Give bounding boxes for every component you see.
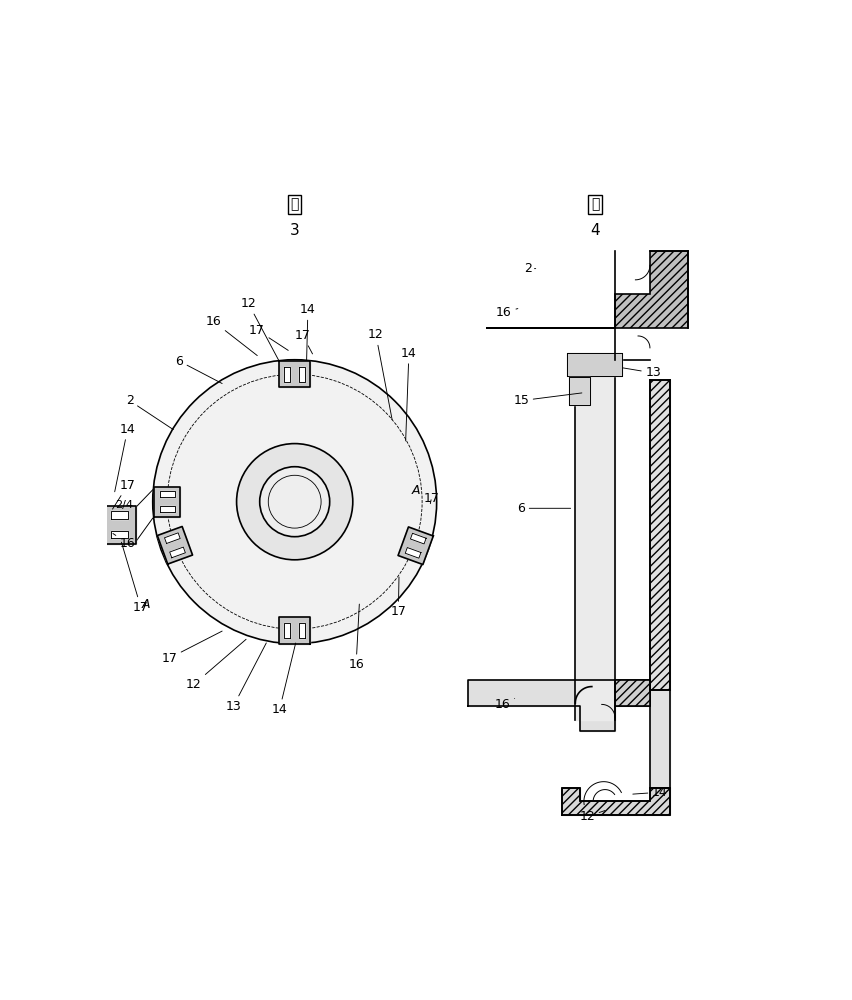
Polygon shape (111, 531, 129, 538)
Text: 6: 6 (176, 355, 222, 384)
Polygon shape (486, 251, 688, 328)
Polygon shape (562, 788, 670, 815)
Text: 16: 16 (113, 534, 135, 550)
Text: 15: 15 (513, 393, 582, 407)
Polygon shape (164, 533, 181, 543)
Text: 6: 6 (517, 502, 571, 515)
Text: 14: 14 (272, 643, 296, 716)
Text: 12: 12 (579, 810, 605, 823)
Polygon shape (562, 788, 670, 815)
Text: 17: 17 (295, 329, 313, 354)
Text: 14: 14 (633, 786, 668, 799)
Text: 14: 14 (300, 303, 316, 360)
Polygon shape (468, 680, 650, 731)
Polygon shape (615, 680, 650, 706)
Text: 17: 17 (112, 479, 135, 509)
Polygon shape (170, 547, 186, 558)
Text: 2/4: 2/4 (115, 500, 133, 510)
Text: 14: 14 (401, 347, 417, 441)
Polygon shape (299, 367, 305, 382)
Text: 17: 17 (249, 324, 288, 350)
Text: 12: 12 (186, 639, 246, 691)
Text: 17: 17 (122, 542, 149, 614)
Polygon shape (284, 623, 291, 638)
Polygon shape (111, 511, 129, 519)
Text: 17: 17 (390, 577, 406, 618)
Polygon shape (279, 361, 310, 387)
Text: 2: 2 (126, 394, 173, 430)
Text: 图: 图 (291, 198, 299, 212)
Polygon shape (284, 367, 291, 382)
Circle shape (153, 360, 437, 644)
Text: 13: 13 (226, 643, 267, 713)
Text: 16: 16 (348, 604, 364, 671)
Polygon shape (160, 491, 175, 497)
Text: 12: 12 (240, 297, 279, 362)
Text: 14: 14 (115, 423, 135, 492)
Polygon shape (567, 353, 622, 376)
Polygon shape (299, 623, 305, 638)
Polygon shape (569, 377, 590, 405)
Polygon shape (575, 360, 615, 720)
Polygon shape (398, 527, 434, 565)
Polygon shape (160, 506, 175, 512)
Polygon shape (650, 380, 670, 690)
Text: 16: 16 (495, 698, 515, 711)
Text: 16: 16 (496, 306, 518, 319)
Polygon shape (279, 617, 310, 644)
Polygon shape (650, 380, 670, 690)
Polygon shape (158, 526, 193, 564)
Circle shape (237, 444, 353, 560)
Text: 图: 图 (591, 198, 599, 212)
Text: 2: 2 (524, 262, 536, 275)
Polygon shape (411, 533, 426, 544)
Text: A: A (142, 598, 150, 611)
Text: 17: 17 (161, 631, 222, 665)
Text: 17: 17 (423, 492, 440, 505)
Polygon shape (154, 487, 181, 517)
Polygon shape (104, 506, 135, 544)
Text: 13: 13 (623, 366, 661, 379)
Text: 12: 12 (368, 328, 392, 420)
Text: 4: 4 (590, 223, 600, 238)
Polygon shape (406, 548, 421, 558)
Circle shape (260, 467, 330, 537)
Text: A: A (412, 484, 420, 497)
Polygon shape (650, 690, 670, 788)
Text: 3: 3 (290, 223, 300, 238)
Text: 16: 16 (205, 315, 257, 356)
